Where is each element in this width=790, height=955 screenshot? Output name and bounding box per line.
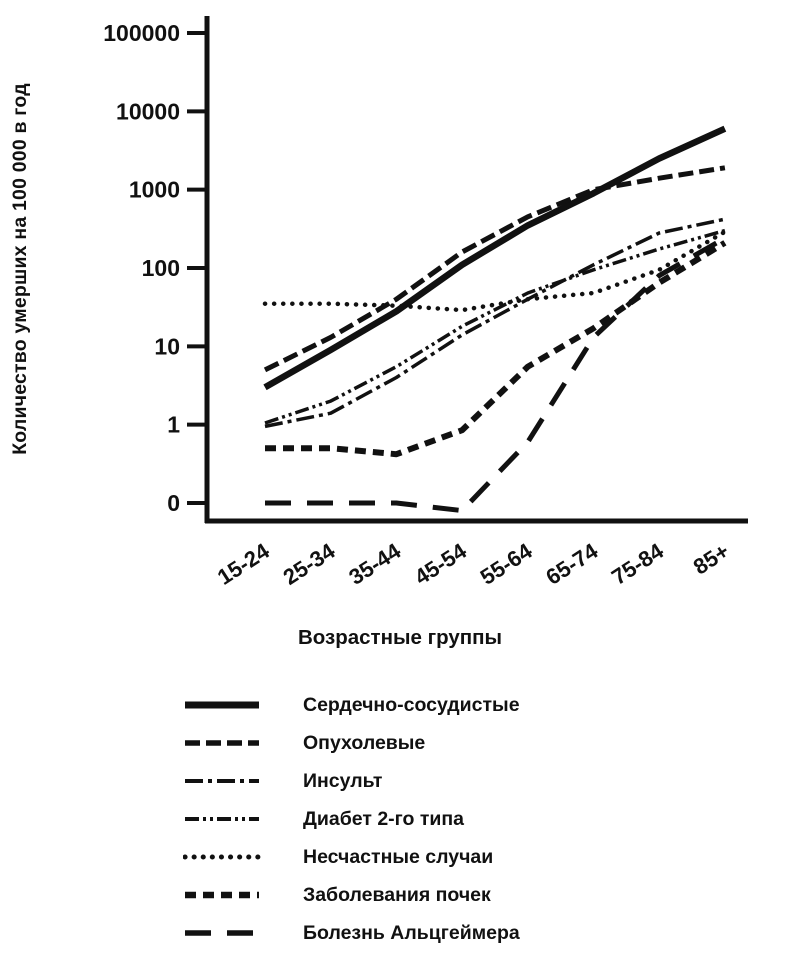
series-line-dash-dot-dot xyxy=(264,228,726,425)
x-tick-label: 15-24 xyxy=(213,538,274,590)
legend-line-sample xyxy=(185,891,259,899)
x-tick-label: 55-64 xyxy=(476,538,537,590)
y-tick-label: 100000 xyxy=(103,20,180,46)
chart-legend: Сердечно-сосудистые Опухолевые Инсульт Диаб… xyxy=(183,686,520,952)
legend-label: Болезнь Альцгеймера xyxy=(303,921,520,944)
legend-label: Заболевания почек xyxy=(303,883,491,906)
y-tick-label: 0 xyxy=(167,490,180,516)
x-tick-label: 75-84 xyxy=(607,538,668,590)
legend-line-sample xyxy=(185,701,259,709)
legend-label: Несчастные случаи xyxy=(303,845,494,868)
legend-item: Несчастные случаи xyxy=(183,838,520,876)
legend-line-sample xyxy=(185,779,259,783)
x-tick-label: 35-44 xyxy=(344,538,405,590)
legend-line-sample xyxy=(185,740,259,746)
legend-label: Опухолевые xyxy=(303,731,426,754)
legend-item: Заболевания почек xyxy=(183,876,520,914)
y-tick-label: 10000 xyxy=(116,98,180,124)
legend-line-sample xyxy=(185,930,259,936)
series-line-dashed xyxy=(263,165,726,373)
legend-line-sample xyxy=(185,817,259,821)
legend-item: Болезнь Альцгеймера xyxy=(183,914,520,952)
y-tick-label: 1000 xyxy=(129,177,180,203)
series-line-dash-dot xyxy=(264,217,726,429)
x-axis-label: Возрастные группы xyxy=(297,626,503,649)
x-tick-label: 25-34 xyxy=(279,538,340,590)
series-line-dashed-thick xyxy=(265,240,727,458)
x-tick-label: 45-54 xyxy=(410,538,471,590)
legend-item: Инсульт xyxy=(183,762,520,800)
legend-item: Опухолевые xyxy=(183,724,520,762)
y-tick-label: 10 xyxy=(154,333,180,359)
legend-label: Диабет 2-го типа xyxy=(303,807,465,830)
series-line-long-dash xyxy=(265,236,727,514)
x-tick-label: 85+ xyxy=(689,538,734,579)
legend-label: Инсульт xyxy=(303,769,383,792)
y-tick-label: 100 xyxy=(142,255,180,281)
x-tick-label: 65-74 xyxy=(541,538,602,590)
legend-label: Сердечно-сосудистые xyxy=(303,693,520,716)
legend-item: Сердечно-сосудистые xyxy=(183,686,520,724)
series-line-solid xyxy=(263,125,727,391)
legend-line-sample xyxy=(183,854,261,860)
legend-item: Диабет 2-го типа xyxy=(183,800,520,838)
y-tick-label: 1 xyxy=(167,412,180,438)
